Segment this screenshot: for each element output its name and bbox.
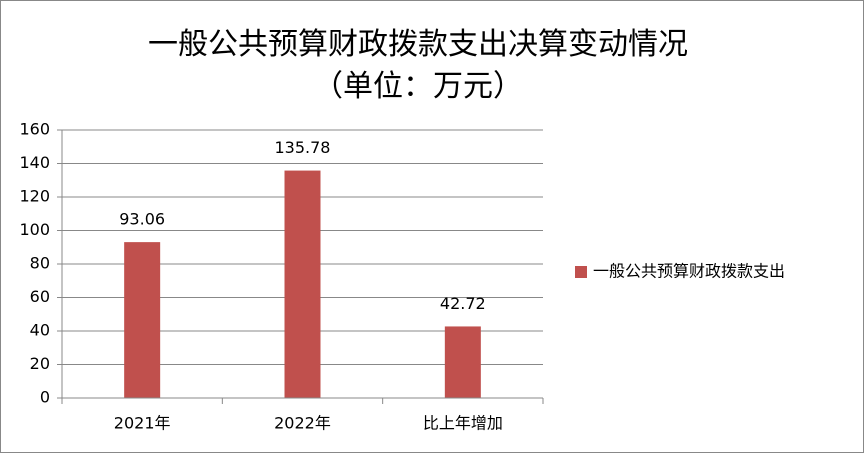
- y-tick-label: 160: [19, 120, 50, 139]
- y-tick-label: 120: [19, 187, 50, 206]
- y-tick-label: 60: [30, 287, 50, 306]
- legend-label: 一般公共预算财政拨款支出: [593, 262, 785, 281]
- y-tick-label: 40: [30, 321, 50, 340]
- value-label: 135.78: [275, 138, 331, 157]
- y-tick-label: 80: [30, 254, 50, 273]
- value-label: 42.72: [440, 294, 486, 313]
- bar: [284, 170, 321, 398]
- y-tick-label: 140: [19, 153, 50, 172]
- legend-swatch: [575, 266, 587, 278]
- bar: [444, 326, 481, 398]
- x-tick-label: 2022年: [274, 414, 331, 433]
- y-tick-label: 100: [19, 220, 50, 239]
- x-tick-label: 2021年: [114, 414, 171, 433]
- y-tick-label: 20: [30, 354, 50, 373]
- value-label: 93.06: [119, 210, 165, 229]
- x-tick-label: 比上年增加: [423, 414, 503, 433]
- chart-title: 一般公共预算财政拨款支出决算变动情况: [148, 27, 688, 62]
- y-tick-label: 0: [40, 388, 50, 407]
- bar: [124, 242, 161, 398]
- chart-subtitle: （单位：万元）: [313, 69, 523, 104]
